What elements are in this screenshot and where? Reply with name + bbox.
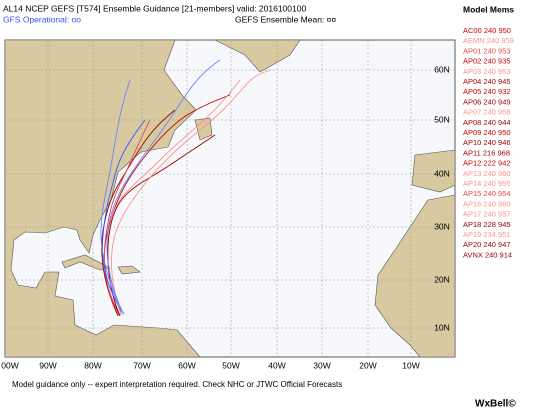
- track: [101, 109, 176, 317]
- operational-label: GFS Operational: oo: [3, 14, 81, 24]
- member-label: AP01 240 953: [463, 46, 511, 55]
- member-label: AP12 222 942: [463, 159, 511, 168]
- member-label: AC00 240 950: [463, 26, 511, 35]
- logo: WxBell©: [475, 399, 516, 410]
- track-operational: [102, 119, 146, 315]
- track: [106, 59, 221, 314]
- track: [111, 69, 271, 316]
- lon-label: 20W: [359, 360, 376, 370]
- member-label: AP07 240 958: [463, 108, 511, 117]
- lat-label: 30N: [434, 221, 450, 231]
- title: AL14 NCEP GEFS [T574] Ensemble Guidance …: [3, 3, 306, 13]
- member-label: AP18 228 945: [463, 220, 511, 229]
- member-label: AP16 240 960: [463, 199, 511, 208]
- member-label: AP14 240 955: [463, 179, 511, 188]
- member-label: AP15 240 954: [463, 189, 511, 198]
- member-label: AVNX 240 914: [463, 250, 512, 259]
- member-label: AEMN 240 959: [463, 36, 514, 45]
- iberia: [411, 149, 456, 193]
- member-label: AP06 240 949: [463, 97, 511, 106]
- lat-label: 60N: [434, 64, 450, 74]
- track: [103, 119, 151, 316]
- lat-label: 20N: [434, 274, 450, 284]
- tracks: [100, 59, 271, 317]
- cuba: [61, 254, 111, 271]
- lon-label: 70W: [133, 360, 150, 370]
- lon-label: 80W: [84, 360, 101, 370]
- track: [100, 79, 131, 313]
- member-label: AP09 240 950: [463, 128, 511, 137]
- lon-label: 90W: [39, 360, 56, 370]
- lon-label: 30W: [313, 360, 330, 370]
- lat-label: 40N: [434, 168, 450, 178]
- lon-label: 40W: [268, 360, 285, 370]
- lat-label: 10N: [434, 322, 450, 332]
- member-label: AP11 216 968: [463, 148, 510, 157]
- member-label: AP19 234 951: [463, 230, 511, 239]
- hispaniola: [117, 265, 141, 275]
- member-label: AP08 240 944: [463, 118, 511, 127]
- lon-label: 50W: [222, 360, 239, 370]
- member-label: AP05 240 932: [463, 87, 511, 96]
- member-label: AP04 240 945: [463, 77, 511, 86]
- footer-note: Model guidance only -- expert interpreta…: [12, 380, 342, 389]
- member-label: AP13 240 960: [463, 169, 511, 178]
- mean-label: GEFS Ensemble Mean: ¤¤: [235, 14, 336, 24]
- member-label: AP03 240 953: [463, 67, 511, 76]
- lon-label: 00W: [1, 360, 18, 370]
- lon-label: 10W: [402, 360, 419, 370]
- north-america: [4, 39, 201, 358]
- member-label: AP02 240 935: [463, 57, 511, 66]
- lat-label: 50N: [434, 114, 450, 124]
- africa: [374, 194, 456, 358]
- legend-title: Model Mems: [463, 4, 514, 14]
- greenland: [214, 39, 301, 73]
- member-label: AP20 240 947: [463, 240, 511, 249]
- map: [4, 39, 456, 358]
- lon-label: 60W: [178, 360, 195, 370]
- member-label: AP17 240 957: [463, 210, 511, 219]
- member-label: AP10 240 946: [463, 138, 511, 147]
